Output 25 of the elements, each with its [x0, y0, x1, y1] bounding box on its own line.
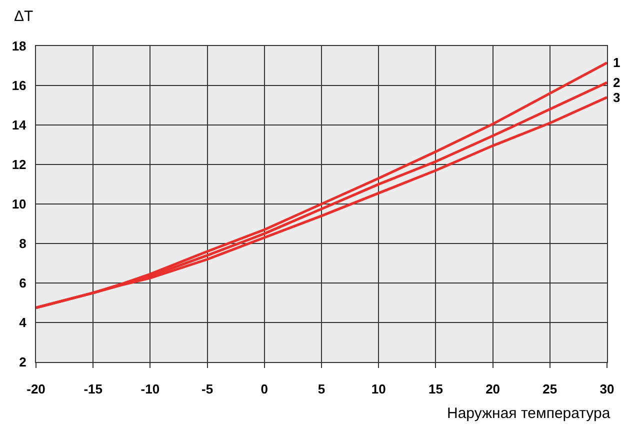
y-tick-label: 10 — [12, 196, 26, 212]
y-tick-label: 4 — [19, 315, 28, 330]
x-tick-label: -5 — [202, 382, 214, 397]
x-tick-label: -15 — [84, 382, 102, 397]
y-tick-label: 8 — [19, 236, 26, 252]
y-tick-label: 6 — [19, 276, 26, 291]
x-tick-label: 10 — [371, 382, 386, 397]
y-tick-label: 18 — [12, 38, 26, 54]
x-tick-label: 25 — [542, 382, 558, 397]
y-tick-label: 14 — [12, 118, 28, 133]
x-tick-label: 0 — [260, 382, 268, 397]
x-tick-label: 5 — [318, 382, 326, 397]
y-axis-title: ΔT — [14, 8, 34, 25]
y-tick-label: 2 — [19, 354, 26, 370]
x-tick-label: 30 — [600, 382, 614, 397]
x-tick-label: 15 — [428, 382, 443, 397]
x-axis-title: Наружная температура — [447, 405, 611, 422]
x-tick-label: -20 — [26, 382, 46, 397]
series-label: 2 — [613, 75, 620, 90]
x-tick-label: -10 — [140, 382, 160, 397]
series-label: 3 — [613, 90, 620, 105]
y-tick-label: 12 — [12, 157, 26, 172]
series-label: 1 — [613, 55, 620, 70]
y-tick-label: 16 — [12, 78, 26, 94]
x-tick-label: 20 — [486, 382, 500, 397]
